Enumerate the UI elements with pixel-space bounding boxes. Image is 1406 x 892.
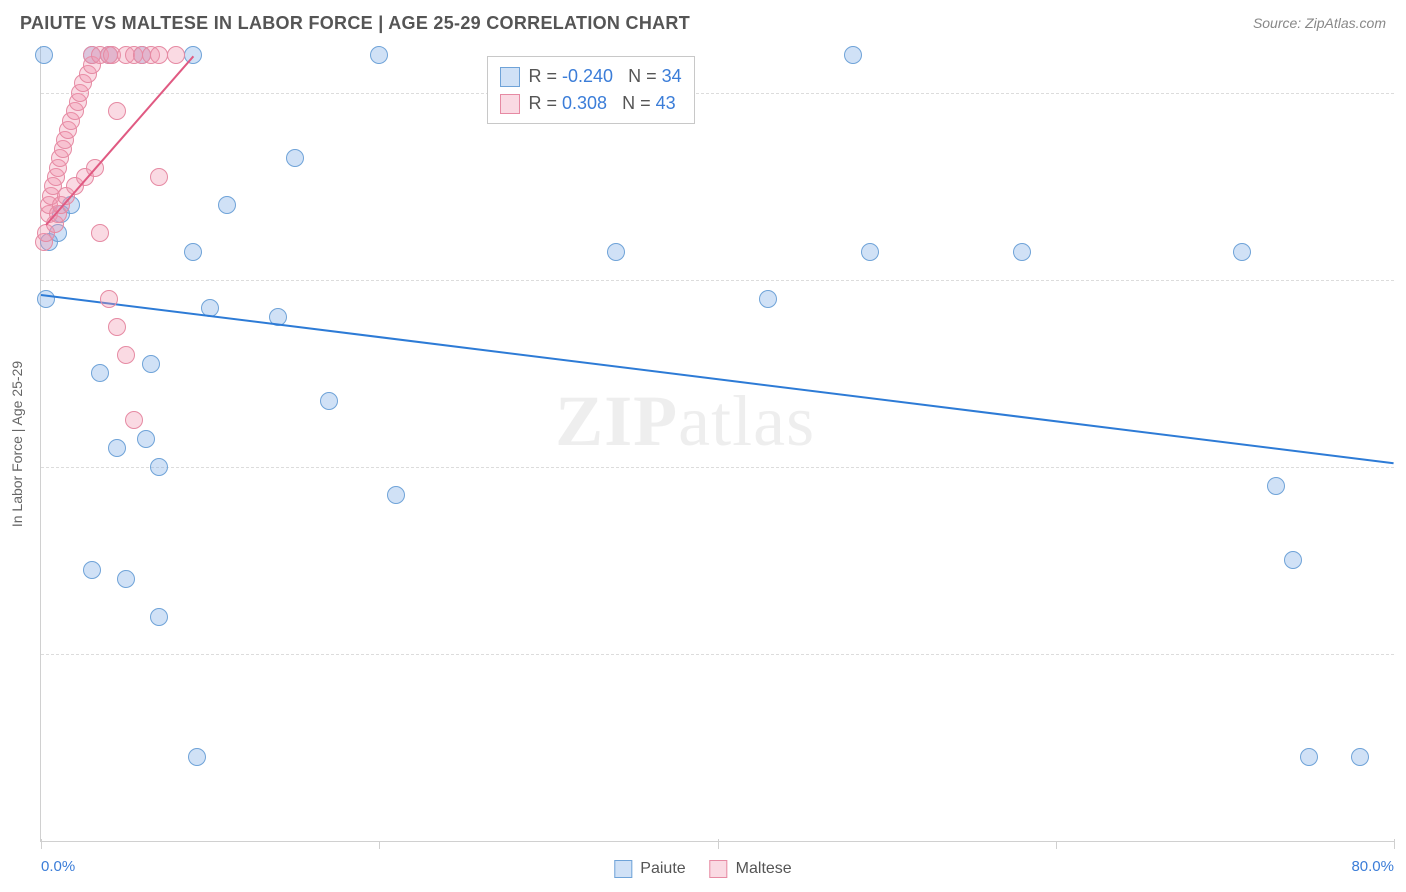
data-point bbox=[108, 318, 126, 336]
data-point bbox=[83, 561, 101, 579]
legend-bottom: Paiute Maltese bbox=[614, 860, 791, 878]
data-point bbox=[370, 46, 388, 64]
gridline bbox=[41, 280, 1394, 281]
data-point bbox=[137, 430, 155, 448]
gridline bbox=[41, 467, 1394, 468]
gridline bbox=[41, 654, 1394, 655]
x-tick bbox=[41, 839, 42, 849]
data-point bbox=[218, 196, 236, 214]
legend-row: R = -0.240 N = 34 bbox=[500, 63, 681, 90]
legend-item: Maltese bbox=[710, 860, 792, 878]
data-point bbox=[861, 243, 879, 261]
legend-label: Paiute bbox=[640, 860, 685, 878]
x-tick-label: 80.0% bbox=[1351, 858, 1394, 875]
x-tick bbox=[1394, 839, 1395, 849]
watermark: ZIPatlas bbox=[555, 380, 815, 463]
chart-source: Source: ZipAtlas.com bbox=[1253, 15, 1386, 31]
legend-item: Paiute bbox=[614, 860, 685, 878]
data-point bbox=[759, 290, 777, 308]
trend-line bbox=[41, 294, 1394, 464]
data-point bbox=[167, 46, 185, 64]
data-point bbox=[844, 46, 862, 64]
legend-row: R = 0.308 N = 43 bbox=[500, 90, 681, 117]
data-point bbox=[150, 608, 168, 626]
y-axis-label: In Labor Force | Age 25-29 bbox=[9, 360, 25, 526]
data-point bbox=[117, 570, 135, 588]
data-point bbox=[188, 748, 206, 766]
data-point bbox=[91, 364, 109, 382]
data-point bbox=[91, 224, 109, 242]
data-point bbox=[108, 102, 126, 120]
data-point bbox=[108, 439, 126, 457]
legend-correlation: R = -0.240 N = 34R = 0.308 N = 43 bbox=[487, 56, 694, 124]
data-point bbox=[1267, 477, 1285, 495]
legend-swatch bbox=[710, 860, 728, 878]
data-point bbox=[150, 168, 168, 186]
data-point bbox=[117, 346, 135, 364]
data-point bbox=[150, 46, 168, 64]
data-point bbox=[150, 458, 168, 476]
data-point bbox=[1351, 748, 1369, 766]
data-point bbox=[142, 355, 160, 373]
chart-title: PAIUTE VS MALTESE IN LABOR FORCE | AGE 2… bbox=[20, 13, 690, 34]
data-point bbox=[607, 243, 625, 261]
legend-label: Maltese bbox=[736, 860, 792, 878]
gridline bbox=[41, 93, 1394, 94]
data-point bbox=[387, 486, 405, 504]
data-point bbox=[286, 149, 304, 167]
data-point bbox=[37, 290, 55, 308]
data-point bbox=[1284, 551, 1302, 569]
chart-header: PAIUTE VS MALTESE IN LABOR FORCE | AGE 2… bbox=[0, 0, 1406, 46]
chart-plot-area: In Labor Force | Age 25-29 40.0%60.0%80.… bbox=[40, 46, 1394, 842]
data-point bbox=[100, 290, 118, 308]
data-point bbox=[1300, 748, 1318, 766]
data-point bbox=[125, 411, 143, 429]
x-tick-minor bbox=[1056, 841, 1057, 849]
x-tick-minor bbox=[379, 841, 380, 849]
data-point bbox=[1233, 243, 1251, 261]
legend-swatch bbox=[614, 860, 632, 878]
x-tick-label: 0.0% bbox=[41, 858, 75, 875]
data-point bbox=[320, 392, 338, 410]
data-point bbox=[1013, 243, 1031, 261]
data-point bbox=[35, 46, 53, 64]
data-point bbox=[184, 243, 202, 261]
x-tick bbox=[718, 839, 719, 849]
